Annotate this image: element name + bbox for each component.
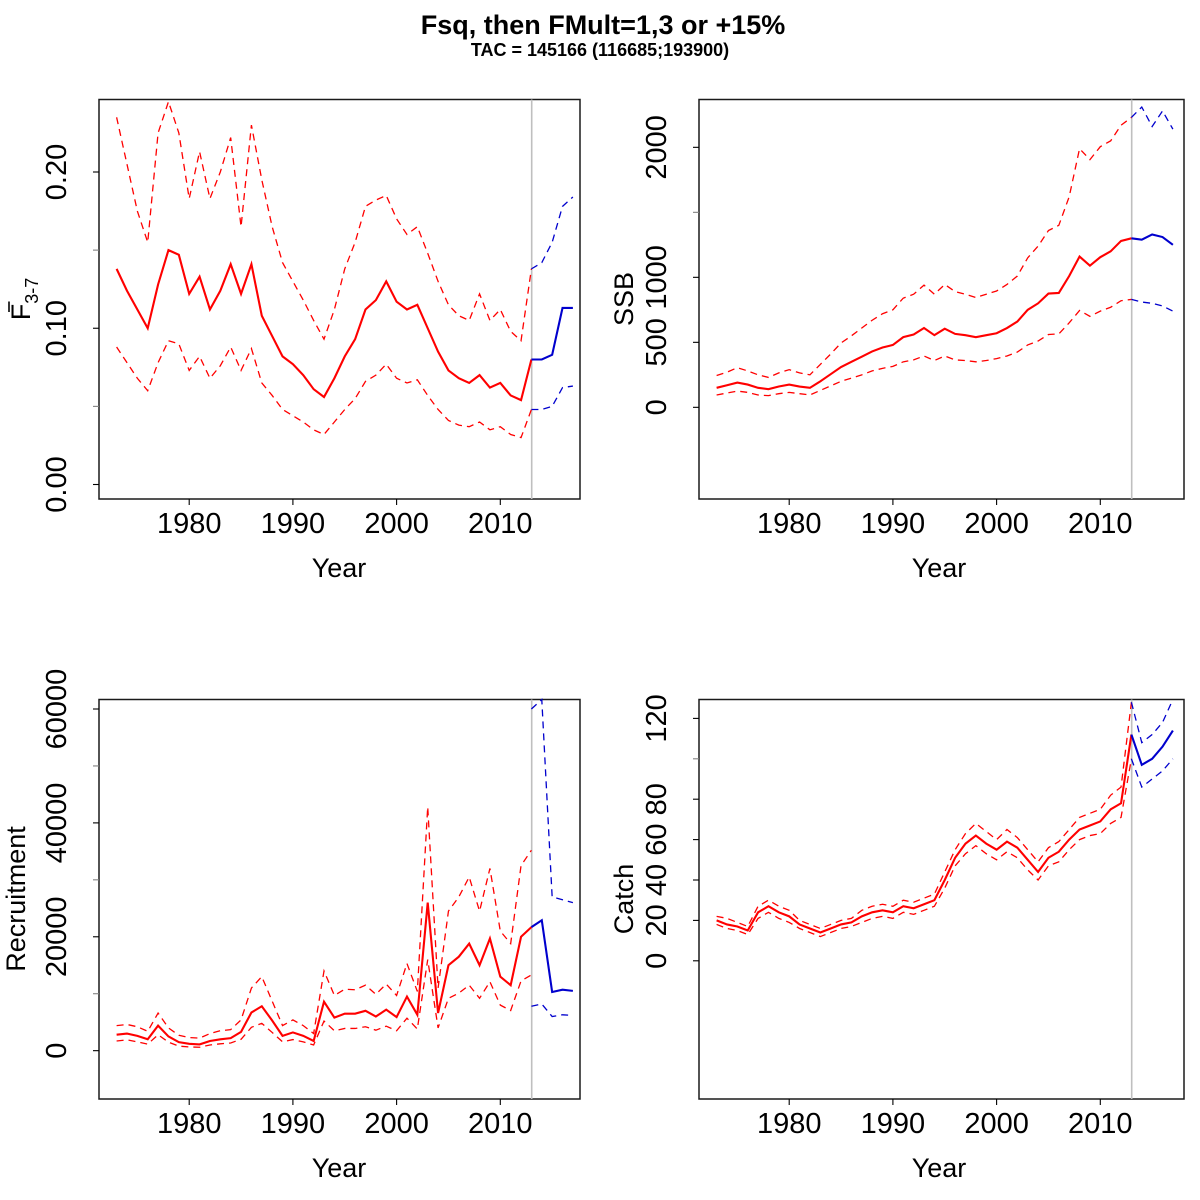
svg-text:20000: 20000: [41, 896, 73, 977]
svg-text:Catch: Catch: [609, 864, 639, 935]
svg-text:Fsq, then FMult=1,3 or +15%: Fsq, then FMult=1,3 or +15%: [421, 10, 786, 40]
svg-text:1990: 1990: [861, 508, 926, 540]
svg-text:1000: 1000: [641, 245, 673, 310]
svg-text:Year: Year: [912, 1153, 967, 1183]
svg-text:Year: Year: [912, 553, 967, 583]
svg-text:1980: 1980: [157, 508, 222, 540]
svg-text:1990: 1990: [861, 1108, 926, 1140]
svg-text:80: 80: [641, 783, 673, 815]
svg-text:500: 500: [641, 318, 673, 366]
svg-text:2000: 2000: [364, 508, 429, 540]
svg-text:0.10: 0.10: [41, 300, 73, 356]
svg-text:40: 40: [641, 864, 673, 896]
svg-text:Recruitment: Recruitment: [1, 826, 31, 972]
svg-text:1990: 1990: [261, 1108, 326, 1140]
svg-text:2000: 2000: [364, 1108, 429, 1140]
svg-text:0.00: 0.00: [41, 456, 73, 512]
svg-text:60: 60: [641, 823, 673, 855]
svg-text:40000: 40000: [41, 783, 73, 864]
svg-text:Year: Year: [312, 553, 367, 583]
svg-text:2000: 2000: [964, 1108, 1029, 1140]
svg-text:1980: 1980: [157, 1108, 222, 1140]
svg-text:2000: 2000: [641, 115, 673, 180]
svg-text:2000: 2000: [964, 508, 1029, 540]
svg-text:2010: 2010: [468, 1108, 533, 1140]
svg-text:0: 0: [41, 1043, 73, 1059]
svg-text:0: 0: [641, 399, 673, 415]
svg-text:1980: 1980: [757, 1108, 822, 1140]
svg-text:SSB: SSB: [609, 272, 639, 326]
svg-text:0: 0: [641, 953, 673, 969]
svg-text:TAC = 145166 (116685;193900): TAC = 145166 (116685;193900): [471, 40, 729, 60]
svg-text:Year: Year: [312, 1153, 367, 1183]
svg-text:60000: 60000: [41, 669, 73, 750]
svg-text:1990: 1990: [261, 508, 326, 540]
svg-text:1980: 1980: [757, 508, 822, 540]
svg-text:2010: 2010: [468, 508, 533, 540]
svg-text:0.20: 0.20: [41, 144, 73, 200]
svg-text:2010: 2010: [1068, 1108, 1133, 1140]
svg-text:120: 120: [641, 694, 673, 742]
svg-text:20: 20: [641, 904, 673, 936]
svg-text:2010: 2010: [1068, 508, 1133, 540]
